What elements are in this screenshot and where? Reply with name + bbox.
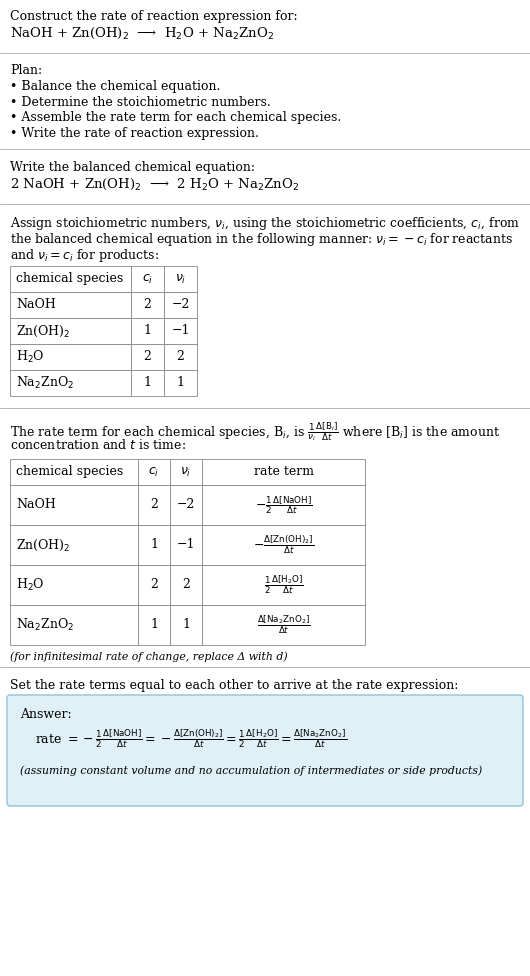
Text: 1: 1 <box>176 377 184 389</box>
Text: Na$_2$ZnO$_2$: Na$_2$ZnO$_2$ <box>16 375 74 391</box>
Text: NaOH + Zn(OH)$_2$  ⟶  H$_2$O + Na$_2$ZnO$_2$: NaOH + Zn(OH)$_2$ ⟶ H$_2$O + Na$_2$ZnO$_… <box>10 25 274 41</box>
Text: 1: 1 <box>150 619 158 631</box>
Bar <box>138 485 170 525</box>
Bar <box>164 318 197 344</box>
Text: 2: 2 <box>150 499 158 511</box>
Bar <box>131 370 164 396</box>
Text: $\frac{\Delta[\mathrm{Na_2ZnO_2}]}{\Delta t}$: $\frac{\Delta[\mathrm{Na_2ZnO_2}]}{\Delt… <box>257 614 311 636</box>
Bar <box>170 605 202 645</box>
Text: 2: 2 <box>182 579 190 591</box>
Text: 2: 2 <box>144 299 152 311</box>
Bar <box>202 459 365 485</box>
Text: 1: 1 <box>150 539 158 551</box>
Text: (for infinitesimal rate of change, replace Δ with d): (for infinitesimal rate of change, repla… <box>10 651 288 662</box>
Text: • Assemble the rate term for each chemical species.: • Assemble the rate term for each chemic… <box>10 111 341 124</box>
Text: H$_2$O: H$_2$O <box>16 577 45 593</box>
Bar <box>131 344 164 370</box>
Text: NaOH: NaOH <box>16 299 56 311</box>
Bar <box>164 292 197 318</box>
Text: • Write the rate of reaction expression.: • Write the rate of reaction expression. <box>10 127 259 140</box>
Text: the balanced chemical equation in the following manner: $\nu_i = -c_i$ for react: the balanced chemical equation in the fo… <box>10 231 513 248</box>
Bar <box>10 565 138 605</box>
Text: Answer:: Answer: <box>20 708 72 721</box>
Text: 2 NaOH + Zn(OH)$_2$  ⟶  2 H$_2$O + Na$_2$ZnO$_2$: 2 NaOH + Zn(OH)$_2$ ⟶ 2 H$_2$O + Na$_2$Z… <box>10 177 299 191</box>
Bar <box>10 485 138 525</box>
Text: Na$_2$ZnO$_2$: Na$_2$ZnO$_2$ <box>16 617 74 633</box>
Text: Zn(OH)$_2$: Zn(OH)$_2$ <box>16 538 70 552</box>
Text: concentration and $t$ is time:: concentration and $t$ is time: <box>10 438 186 453</box>
Bar <box>131 266 164 292</box>
Text: −2: −2 <box>177 499 195 511</box>
Text: 1: 1 <box>144 377 152 389</box>
Text: H$_2$O: H$_2$O <box>16 349 45 365</box>
Bar <box>10 525 138 565</box>
Text: • Balance the chemical equation.: • Balance the chemical equation. <box>10 80 220 93</box>
Bar <box>170 485 202 525</box>
Bar <box>10 370 131 396</box>
Bar <box>202 525 365 565</box>
Text: $-\frac{\Delta[\mathrm{Zn(OH)_2}]}{\Delta t}$: $-\frac{\Delta[\mathrm{Zn(OH)_2}]}{\Delt… <box>253 534 314 556</box>
Bar <box>131 318 164 344</box>
Text: Plan:: Plan: <box>10 64 42 77</box>
Bar <box>164 266 197 292</box>
Bar <box>10 292 131 318</box>
Bar <box>170 525 202 565</box>
Bar <box>138 605 170 645</box>
Text: chemical species: chemical species <box>16 466 123 478</box>
Text: Set the rate terms equal to each other to arrive at the rate expression:: Set the rate terms equal to each other t… <box>10 678 458 692</box>
Bar <box>10 266 131 292</box>
Text: 2: 2 <box>176 350 184 363</box>
Bar <box>164 370 197 396</box>
Text: $\frac{1}{2}\frac{\Delta[\mathrm{H_2O}]}{\Delta t}$: $\frac{1}{2}\frac{\Delta[\mathrm{H_2O}]}… <box>264 574 303 596</box>
Text: $\nu_i$: $\nu_i$ <box>180 466 192 478</box>
Text: $c_i$: $c_i$ <box>142 272 153 286</box>
Bar <box>202 605 365 645</box>
Text: • Determine the stoichiometric numbers.: • Determine the stoichiometric numbers. <box>10 96 271 108</box>
Text: 2: 2 <box>144 350 152 363</box>
Bar <box>170 565 202 605</box>
Text: The rate term for each chemical species, B$_i$, is $\frac{1}{\nu_i}\frac{\Delta[: The rate term for each chemical species,… <box>10 420 500 443</box>
Bar <box>202 565 365 605</box>
Bar <box>10 318 131 344</box>
Text: −1: −1 <box>177 539 195 551</box>
Text: 1: 1 <box>182 619 190 631</box>
Bar <box>202 485 365 525</box>
Bar <box>10 459 138 485</box>
Bar <box>138 459 170 485</box>
Text: Construct the rate of reaction expression for:: Construct the rate of reaction expressio… <box>10 10 298 23</box>
Text: and $\nu_i = c_i$ for products:: and $\nu_i = c_i$ for products: <box>10 247 159 264</box>
Text: $\nu_i$: $\nu_i$ <box>175 272 186 286</box>
Text: NaOH: NaOH <box>16 499 56 511</box>
FancyBboxPatch shape <box>7 695 523 806</box>
Text: $c_i$: $c_i$ <box>148 466 160 478</box>
Bar <box>170 459 202 485</box>
Text: rate $= -\frac{1}{2}\frac{\Delta[\mathrm{NaOH}]}{\Delta t} = -\frac{\Delta[\math: rate $= -\frac{1}{2}\frac{\Delta[\mathrm… <box>35 727 347 751</box>
Bar <box>131 292 164 318</box>
Bar <box>10 605 138 645</box>
Text: chemical species: chemical species <box>16 272 123 286</box>
Text: $-\frac{1}{2}\frac{\Delta[\mathrm{NaOH}]}{\Delta t}$: $-\frac{1}{2}\frac{\Delta[\mathrm{NaOH}]… <box>254 494 312 516</box>
Bar <box>138 525 170 565</box>
Text: Assign stoichiometric numbers, $\nu_i$, using the stoichiometric coefficients, $: Assign stoichiometric numbers, $\nu_i$, … <box>10 216 520 232</box>
Bar <box>10 344 131 370</box>
Text: −1: −1 <box>171 324 190 338</box>
Bar <box>138 565 170 605</box>
Text: 2: 2 <box>150 579 158 591</box>
Text: Zn(OH)$_2$: Zn(OH)$_2$ <box>16 323 70 339</box>
Text: −2: −2 <box>171 299 190 311</box>
Text: (assuming constant volume and no accumulation of intermediates or side products): (assuming constant volume and no accumul… <box>20 765 482 776</box>
Bar <box>164 344 197 370</box>
Text: Write the balanced chemical equation:: Write the balanced chemical equation: <box>10 161 255 174</box>
Text: 1: 1 <box>144 324 152 338</box>
Text: rate term: rate term <box>253 466 314 478</box>
